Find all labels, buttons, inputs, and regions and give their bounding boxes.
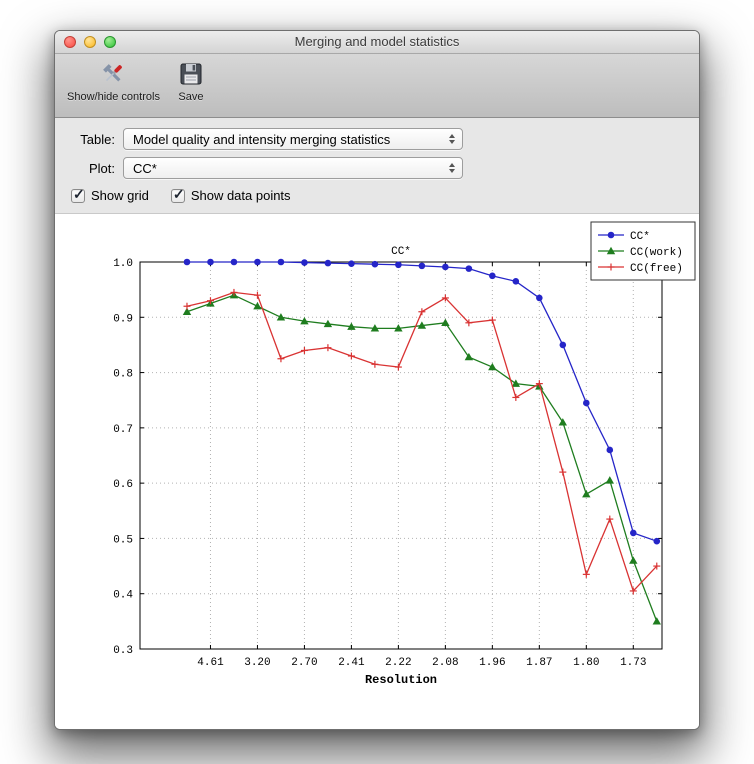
svg-text:CC*: CC*: [391, 246, 411, 258]
svg-text:1.87: 1.87: [526, 657, 552, 669]
svg-text:2.22: 2.22: [385, 657, 411, 669]
plot-row: Plot: CC*: [69, 157, 685, 179]
plot-select-value: CC*: [133, 160, 157, 176]
app-window: Merging and model statistics Show/hide c…: [54, 30, 700, 730]
svg-text:0.8: 0.8: [113, 369, 133, 381]
save-icon: [176, 59, 206, 89]
svg-text:1.0: 1.0: [113, 258, 133, 270]
chart-svg: 4.61 3.20 2.70 2.41 2.22 2.08 1.96 1.87 1.80 1.73…: [113, 221, 696, 687]
toolbar: Show/hide controls Save: [55, 54, 699, 118]
svg-text:0.4: 0.4: [113, 590, 133, 602]
minimize-button[interactable]: [84, 36, 96, 48]
save-button[interactable]: Save: [176, 59, 206, 103]
svg-text:3.20: 3.20: [244, 657, 270, 669]
show-data-points-label: Show data points: [190, 188, 291, 203]
show-grid-label: Show grid: [91, 188, 149, 203]
show-grid-checkbox[interactable]: Show grid: [71, 186, 149, 203]
plot-area: 4.61 3.20 2.70 2.41 2.22 2.08 1.96 1.87 1.80 1.73…: [55, 214, 699, 729]
svg-text:CC(free): CC(free): [630, 263, 683, 275]
toolbar-item-label: Show/hide controls: [67, 91, 160, 103]
table-select[interactable]: Model quality and intensity merging stat…: [123, 128, 463, 150]
controls-panel: Table: Model quality and intensity mergi…: [55, 118, 699, 214]
zoom-button[interactable]: [104, 36, 116, 48]
show-hide-controls-button[interactable]: Show/hide controls: [67, 59, 160, 103]
show-data-points-checkbox[interactable]: Show data points: [170, 186, 291, 203]
titlebar[interactable]: Merging and model statistics: [55, 31, 699, 54]
svg-text:0.6: 0.6: [113, 479, 133, 491]
svg-text:CC(work): CC(work): [630, 247, 683, 259]
svg-text:0.9: 0.9: [113, 313, 133, 325]
close-button[interactable]: [64, 36, 76, 48]
svg-text:1.80: 1.80: [573, 657, 599, 669]
table-row: Table: Model quality and intensity mergi…: [69, 128, 685, 150]
traffic-lights: [64, 36, 116, 48]
checkbox-row: Show grid Show data points: [69, 186, 685, 203]
svg-text:CC*: CC*: [630, 231, 650, 243]
svg-text:1.73: 1.73: [620, 657, 646, 669]
plot-label: Plot:: [88, 160, 115, 176]
svg-text:0.5: 0.5: [113, 534, 133, 546]
table-label: Table:: [80, 131, 115, 147]
table-select-value: Model quality and intensity merging stat…: [133, 131, 391, 147]
checkbox-box: [170, 186, 185, 203]
svg-text:0.3: 0.3: [113, 645, 133, 657]
plot-select[interactable]: CC*: [123, 157, 463, 179]
popup-arrows-icon: [449, 134, 455, 144]
svg-text:Resolution: Resolution: [365, 673, 437, 687]
toolbar-item-label: Save: [178, 91, 204, 103]
checkbox-box: [71, 186, 85, 203]
window-title: Merging and model statistics: [294, 34, 460, 49]
popup-arrows-icon: [449, 163, 455, 173]
svg-text:2.70: 2.70: [291, 657, 317, 669]
svg-text:2.08: 2.08: [432, 657, 458, 669]
svg-text:2.41: 2.41: [338, 657, 365, 669]
tools-icon: [98, 59, 128, 89]
svg-text:1.96: 1.96: [479, 657, 505, 669]
svg-text:4.61: 4.61: [197, 657, 224, 669]
svg-text:0.7: 0.7: [113, 424, 133, 436]
